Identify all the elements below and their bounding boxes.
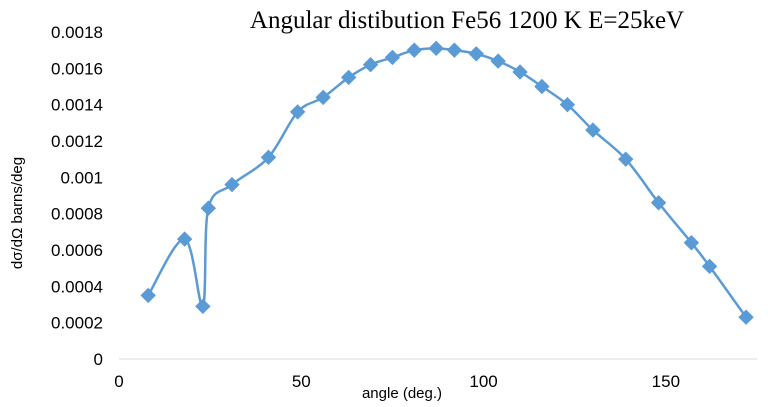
data-point-marker — [512, 64, 528, 80]
data-point-marker — [468, 46, 484, 62]
data-point-marker — [446, 42, 463, 58]
data-point-marker — [195, 298, 211, 315]
y-tick-label: 0.0008 — [51, 205, 103, 224]
data-point-marker — [200, 200, 217, 216]
data-point-marker — [140, 287, 156, 304]
data-point-marker — [701, 258, 718, 275]
data-point-marker — [289, 104, 306, 120]
y-tick-label: 0.0006 — [51, 241, 103, 260]
y-tick-label: 0.0016 — [51, 59, 103, 78]
data-point-marker — [176, 231, 193, 247]
y-axis-ticks: 0 0.0002 0.0004 0.0006 0.0008 0.001 0.0012 0.00… — [51, 23, 103, 369]
data-point-marker — [362, 56, 379, 73]
data-point-marker — [406, 42, 423, 58]
x-tick-label: 150 — [652, 372, 680, 391]
data-points — [140, 40, 754, 325]
x-tick-label: 0 — [114, 372, 123, 391]
y-axis-title: dσ/dΩ barns/deg — [9, 157, 26, 269]
y-tick-label: 0.0014 — [51, 96, 103, 115]
y-tick-label: 0 — [94, 350, 103, 369]
chart-title: Angular distibution Fe56 1200 K E=25keV — [250, 7, 684, 34]
data-point-marker — [683, 235, 700, 251]
y-tick-label: 0.0004 — [51, 277, 103, 296]
data-point-marker — [224, 176, 240, 193]
x-tick-label: 100 — [469, 372, 497, 391]
data-point-marker — [738, 309, 754, 325]
x-tick-label: 50 — [292, 372, 311, 391]
y-tick-label: 0.0002 — [51, 314, 103, 333]
data-point-marker — [650, 195, 667, 211]
x-axis-title: angle (deg.) — [362, 385, 442, 402]
data-point-marker — [384, 49, 401, 66]
data-point-marker — [260, 149, 277, 166]
x-axis-ticks: 0 50 100 150 — [114, 372, 680, 391]
y-tick-label: 0.001 — [60, 168, 103, 187]
data-point-marker — [585, 122, 601, 138]
data-point-marker — [490, 53, 506, 69]
data-point-marker — [559, 96, 576, 113]
data-point-marker — [340, 69, 357, 86]
data-point-marker — [534, 78, 550, 95]
data-point-marker — [428, 40, 444, 57]
y-tick-label: 0.0018 — [51, 23, 103, 42]
y-tick-label: 0.0012 — [51, 132, 103, 151]
data-point-marker — [315, 89, 331, 106]
data-point-marker — [618, 151, 634, 167]
